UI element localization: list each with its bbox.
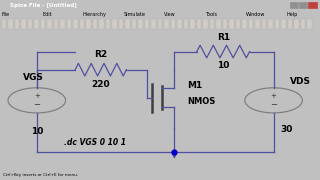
Bar	[112, 19, 116, 29]
Text: VGS: VGS	[23, 73, 44, 82]
Text: Window: Window	[245, 12, 265, 17]
Text: −: −	[270, 100, 277, 109]
Text: Help: Help	[286, 12, 297, 17]
Bar	[223, 19, 227, 29]
Bar	[184, 19, 188, 29]
Bar	[145, 19, 149, 29]
Bar	[158, 19, 162, 29]
Bar	[2, 19, 6, 29]
Text: +: +	[34, 93, 40, 99]
Bar	[299, 1, 309, 9]
Bar	[99, 19, 104, 29]
Bar	[290, 1, 299, 9]
Text: Ctrl+Key inserts or Ctrl+E for menu.: Ctrl+Key inserts or Ctrl+E for menu.	[3, 173, 78, 177]
Bar	[60, 19, 65, 29]
Bar	[125, 19, 130, 29]
Bar	[151, 19, 156, 29]
Bar	[275, 19, 279, 29]
Text: Tools: Tools	[205, 12, 217, 17]
Text: NMOS: NMOS	[187, 97, 215, 106]
Bar	[294, 19, 299, 29]
Bar	[41, 19, 45, 29]
Bar	[67, 19, 71, 29]
Bar	[308, 1, 318, 9]
Bar	[242, 19, 247, 29]
Text: 10: 10	[31, 127, 43, 136]
Bar	[301, 19, 305, 29]
Bar	[281, 19, 286, 29]
Bar	[54, 19, 58, 29]
Text: File: File	[2, 12, 10, 17]
Text: R1: R1	[217, 33, 230, 42]
Bar	[177, 19, 182, 29]
Bar	[164, 19, 169, 29]
Bar	[80, 19, 84, 29]
Bar	[119, 19, 123, 29]
Text: 220: 220	[92, 80, 110, 89]
Bar	[92, 19, 97, 29]
Text: Simulate: Simulate	[124, 12, 145, 17]
Bar	[138, 19, 143, 29]
Bar	[190, 19, 195, 29]
Text: Edit: Edit	[42, 12, 52, 17]
Text: +: +	[271, 93, 276, 99]
Bar	[21, 19, 26, 29]
Text: M1: M1	[187, 80, 203, 89]
Bar	[210, 19, 214, 29]
Text: Spice File - [Untitled]: Spice File - [Untitled]	[10, 3, 76, 8]
Bar	[8, 19, 12, 29]
Bar	[86, 19, 91, 29]
Bar	[307, 19, 312, 29]
Bar	[34, 19, 39, 29]
Bar	[236, 19, 240, 29]
Bar	[262, 19, 266, 29]
Bar	[203, 19, 208, 29]
Text: View: View	[164, 12, 176, 17]
Bar	[268, 19, 273, 29]
Bar	[171, 19, 175, 29]
Text: .dc VGS 0 10 1: .dc VGS 0 10 1	[64, 138, 126, 147]
Bar	[28, 19, 32, 29]
Text: R2: R2	[94, 50, 108, 59]
Bar	[73, 19, 78, 29]
Text: 30: 30	[280, 125, 292, 134]
Bar	[229, 19, 234, 29]
Text: VDS: VDS	[290, 77, 311, 86]
Bar	[132, 19, 136, 29]
Bar	[249, 19, 253, 29]
Text: Hierarchy: Hierarchy	[83, 12, 107, 17]
Bar	[15, 19, 19, 29]
Bar	[288, 19, 292, 29]
Bar	[197, 19, 201, 29]
Bar	[255, 19, 260, 29]
Bar	[47, 19, 52, 29]
Text: 10: 10	[217, 61, 229, 70]
Text: −: −	[33, 100, 40, 109]
Bar	[216, 19, 221, 29]
Bar	[106, 19, 110, 29]
